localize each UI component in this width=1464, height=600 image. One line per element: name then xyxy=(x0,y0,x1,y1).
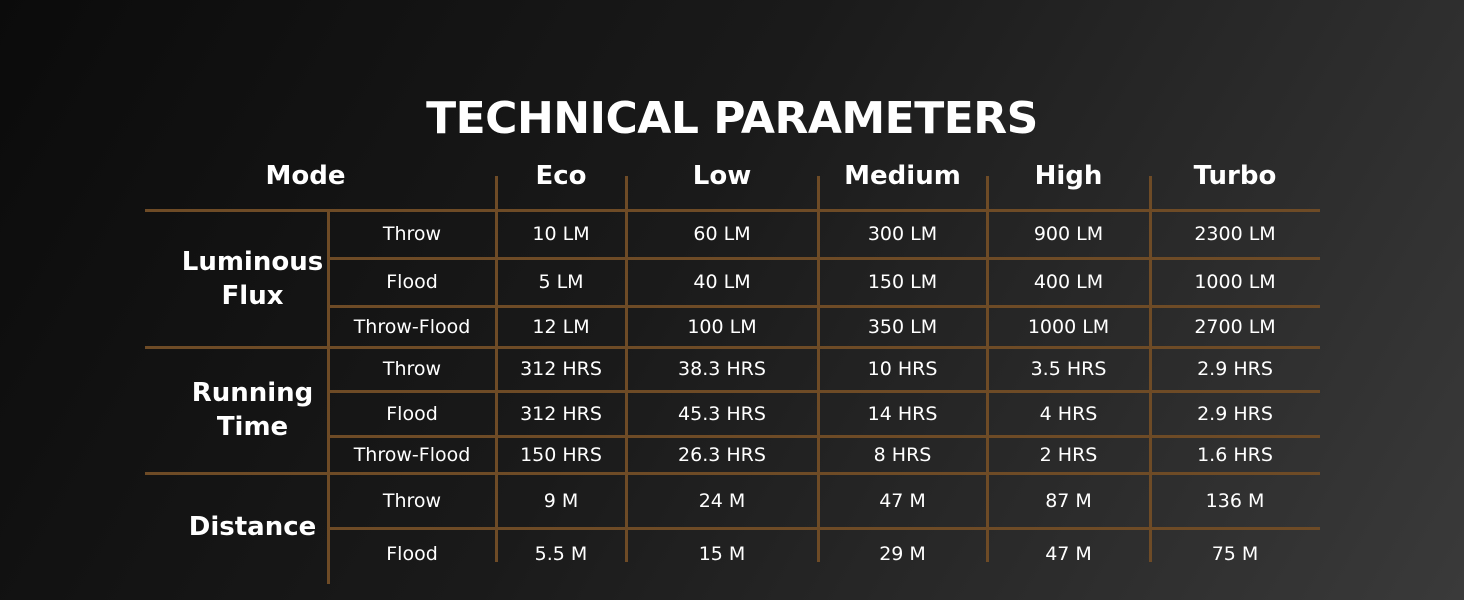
title: TECHNICAL PARAMETERS xyxy=(426,92,1038,144)
header-cell: Low xyxy=(692,161,752,191)
col-rule xyxy=(625,176,628,562)
value-cell: 1000 LM xyxy=(1027,315,1110,338)
value-cell: 26.3 HRS xyxy=(678,443,766,466)
row-rule xyxy=(328,435,1320,438)
group-label: Luminous Flux xyxy=(181,246,324,311)
value-cell: 2700 LM xyxy=(1194,315,1276,338)
value-cell: 2.9 HRS xyxy=(1197,402,1273,425)
value-cell: 136 M xyxy=(1205,489,1265,512)
value-cell: 47 M xyxy=(879,489,926,512)
row-type: Throw xyxy=(382,489,442,512)
value-cell: 400 LM xyxy=(1033,271,1104,293)
col-rule xyxy=(495,176,498,562)
value-cell: 312 HRS xyxy=(520,358,602,380)
col-rule xyxy=(327,210,330,584)
value-cell: 150 LM xyxy=(867,271,938,293)
value-cell: 14 HRS xyxy=(867,402,938,425)
col-rule xyxy=(1149,176,1152,562)
value-cell: 10 HRS xyxy=(867,358,938,380)
value-cell: 47 M xyxy=(1045,543,1092,565)
row-type: Throw xyxy=(382,223,442,245)
value-cell: 350 LM xyxy=(867,315,938,338)
value-cell: 100 LM xyxy=(687,315,757,338)
header-cell: Mode xyxy=(265,161,346,191)
row-rule xyxy=(328,257,1320,260)
header-cell: Eco xyxy=(535,161,587,191)
row-type: Throw-Flood xyxy=(353,443,471,466)
row-rule xyxy=(328,305,1320,308)
value-cell: 1000 LM xyxy=(1194,271,1276,293)
value-cell: 300 LM xyxy=(867,223,938,245)
value-cell: 2300 LM xyxy=(1194,223,1276,245)
value-cell: 3.5 HRS xyxy=(1030,358,1107,380)
group-label: Running Time xyxy=(191,378,314,442)
value-cell: 2.9 HRS xyxy=(1197,358,1273,380)
value-cell: 5.5 M xyxy=(534,543,588,565)
value-cell: 1.6 HRS xyxy=(1197,443,1273,466)
value-cell: 24 M xyxy=(698,489,746,512)
row-rule xyxy=(328,527,1320,530)
value-cell: 15 M xyxy=(698,543,746,565)
row-type: Throw xyxy=(382,358,442,380)
col-rule xyxy=(817,176,820,562)
value-cell: 150 HRS xyxy=(520,443,602,466)
value-cell: 900 LM xyxy=(1033,223,1104,245)
value-cell: 312 HRS xyxy=(520,402,602,425)
value-cell: 2 HRS xyxy=(1039,443,1098,466)
row-type: Throw-Flood xyxy=(353,315,471,338)
group-rule xyxy=(145,472,1320,475)
row-rule xyxy=(328,390,1320,393)
value-cell: 38.3 HRS xyxy=(678,358,766,380)
value-cell: 60 LM xyxy=(693,223,751,245)
value-cell: 75 M xyxy=(1211,543,1259,565)
header-cell: High xyxy=(1034,161,1103,191)
value-cell: 40 LM xyxy=(693,271,751,293)
value-cell: 5 LM xyxy=(538,271,584,293)
value-cell: 45.3 HRS xyxy=(678,402,766,425)
value-cell: 8 HRS xyxy=(873,443,932,466)
row-type: Flood xyxy=(386,271,438,293)
row-type: Flood xyxy=(386,402,438,425)
group-rule xyxy=(145,209,1320,212)
row-type: Flood xyxy=(386,543,438,565)
value-cell: 12 LM xyxy=(532,315,590,338)
value-cell: 9 M xyxy=(543,489,579,512)
value-cell: 87 M xyxy=(1045,489,1092,512)
group-rule xyxy=(145,346,1320,349)
col-rule xyxy=(986,176,989,562)
value-cell: 10 LM xyxy=(532,223,590,245)
value-cell: 4 HRS xyxy=(1039,402,1098,425)
header-cell: Medium xyxy=(844,161,961,191)
value-cell: 29 M xyxy=(879,543,926,565)
header-cell: Turbo xyxy=(1193,161,1277,191)
group-label: Distance xyxy=(188,511,317,542)
